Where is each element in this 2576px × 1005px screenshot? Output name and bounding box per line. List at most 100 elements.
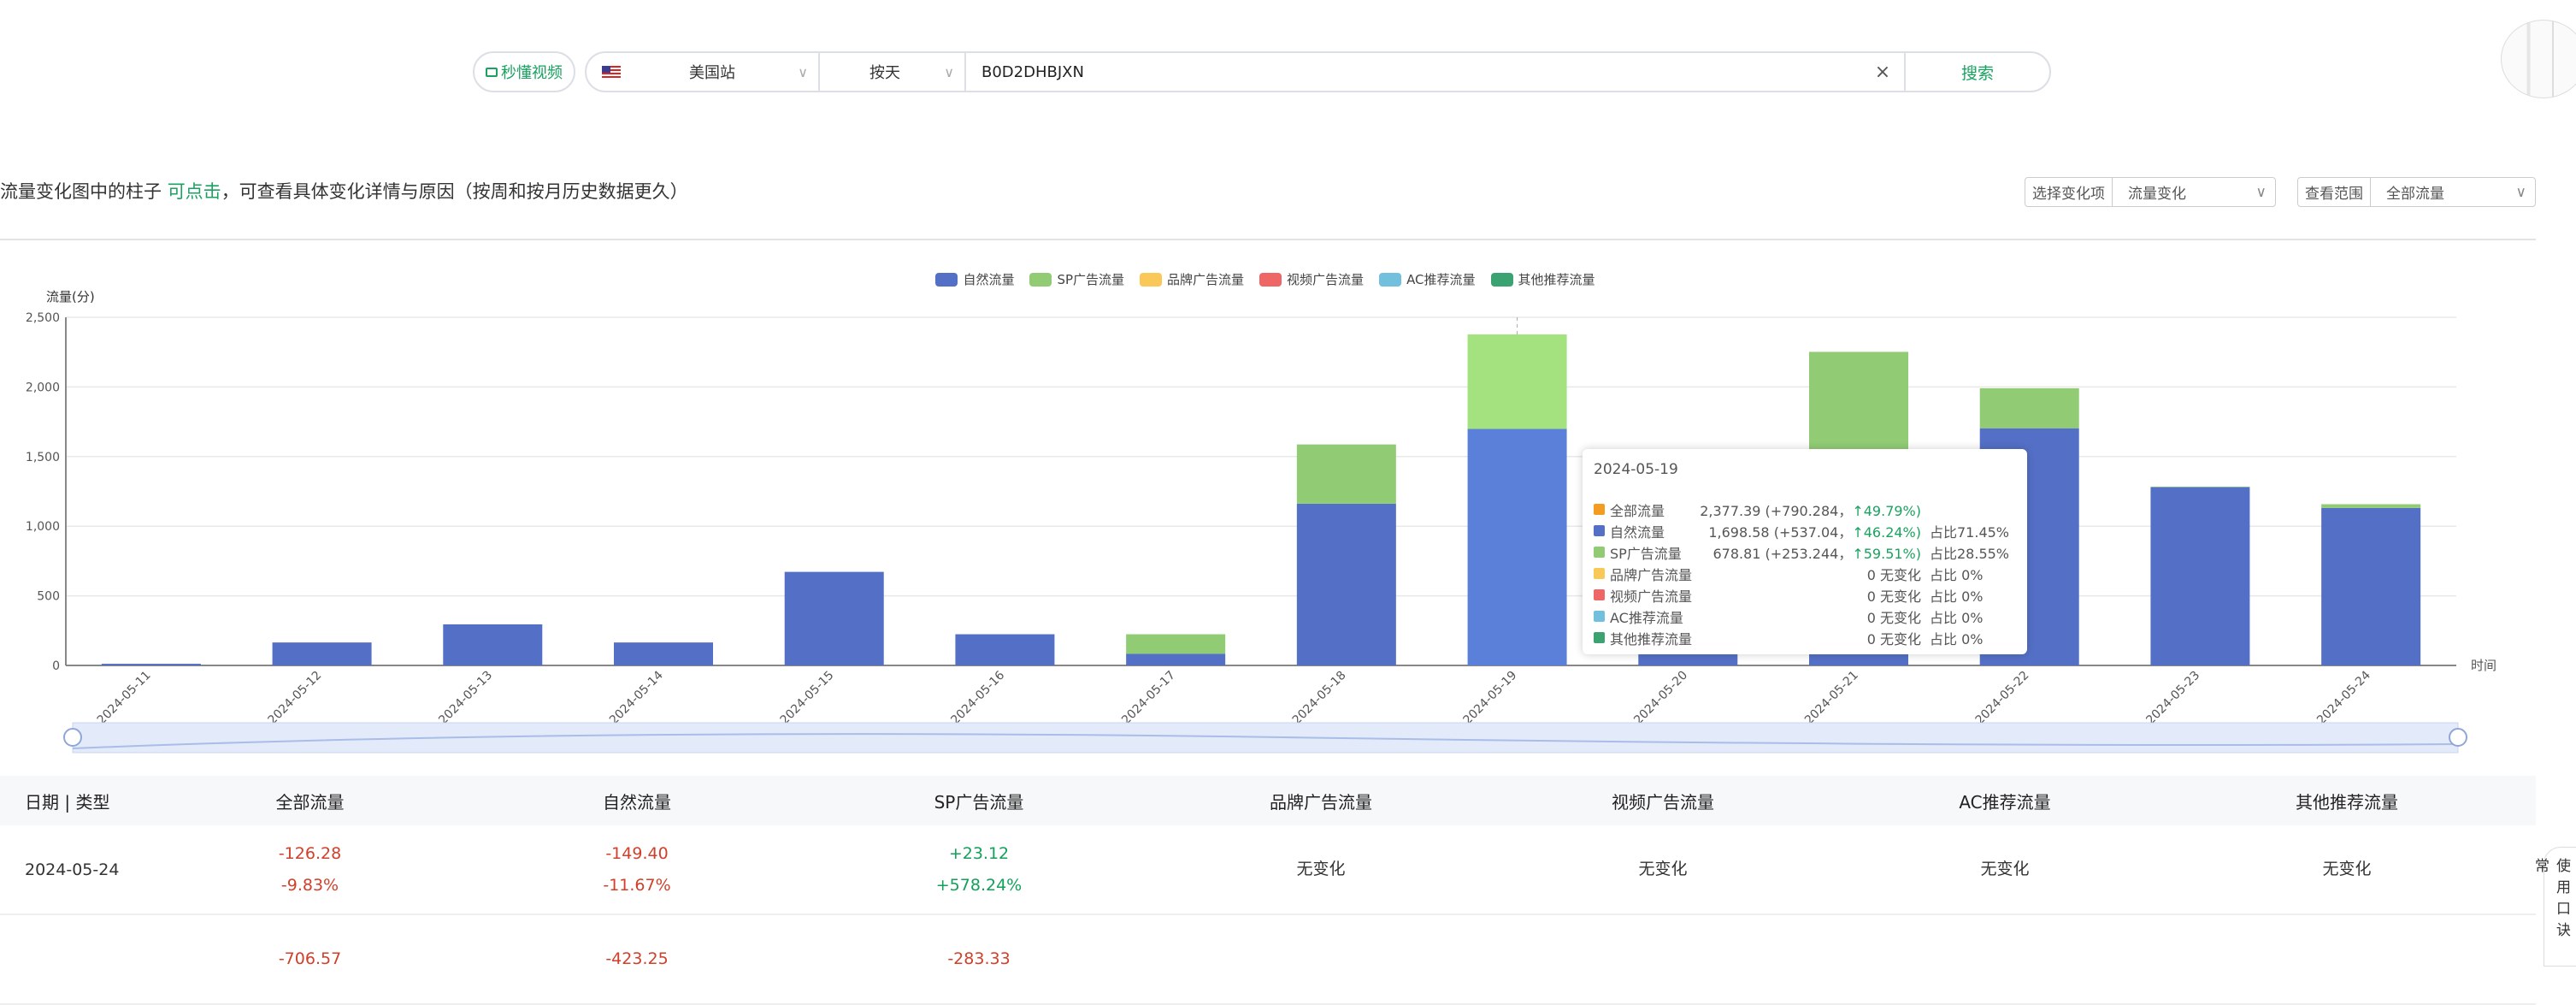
tooltip-row: 自然流量 1,698.58 (+537.04，↑46.24%) 占比71.45%: [1594, 520, 2016, 541]
tooltip-row: 品牌广告流量 0 无变化 占比 0%: [1594, 563, 2016, 584]
granularity-select[interactable]: 按天 ∨: [820, 53, 966, 91]
legend-item[interactable]: 品牌广告流量: [1140, 270, 1244, 288]
column-header: 自然流量: [603, 791, 671, 813]
datazoom-preview: [72, 733, 2459, 749]
value-cell: +23.12 +578.24%: [935, 843, 1023, 895]
value-cell: 无变化: [1980, 860, 2030, 878]
bar-segment[interactable]: [101, 664, 201, 665]
traffic-table: 日期 | 类型 全部流量 自然流量 SP广告流量 品牌广告流量 视频广告流量 AC推荐流量 其…: [0, 776, 2536, 1005]
tooltip-row: 全部流量 2,377.39 (+790.284，↑49.79%): [1594, 499, 2016, 520]
chart-legend: 自然流量 SP广告流量 品牌广告流量 视频广告流量 AC推荐流量 其他推荐流量: [0, 270, 2531, 288]
legend-swatch: [1379, 272, 1402, 287]
divider: [0, 239, 2536, 240]
y-axis-label: 流量(分): [46, 289, 95, 304]
bar-segment[interactable]: [2321, 504, 2421, 508]
table-row[interactable]: 2024-05-24 -126.28 -9.83% -149.40 -11.67% +23…: [0, 825, 2536, 915]
y-tick-label: 500: [37, 590, 60, 604]
y-tick-label: 2,500: [26, 311, 60, 325]
series-swatch: [1594, 568, 1605, 579]
bar-segment[interactable]: [1126, 634, 1226, 654]
x-tick-label: 2024-05-24: [2314, 668, 2373, 727]
close-icon[interactable]: ×: [1874, 61, 1891, 83]
x-tick-label: 2024-05-12: [266, 669, 325, 728]
search-bar: 美国站∨ 按天∨ × 搜索: [585, 51, 2051, 92]
chevron-down-icon: ∨: [2515, 183, 2526, 201]
value-cell: 无变化: [1638, 860, 1688, 878]
tooltip-row: 视频广告流量 0 无变化 占比 0%: [1594, 584, 2016, 606]
table-header: 日期 | 类型 全部流量 自然流量 SP广告流量 品牌广告流量 视频广告流量 AC推荐流量 其…: [0, 776, 2536, 825]
legend-swatch: [1259, 272, 1282, 287]
legend-item[interactable]: SP广告流量: [1029, 270, 1124, 288]
chevron-down-icon: ∨: [944, 63, 954, 80]
bar-segment[interactable]: [955, 634, 1055, 665]
tooltip-row: SP广告流量 678.81 (+253.244，↑59.51%) 占比28.55%: [1594, 541, 2016, 563]
column-header: 日期 | 类型: [25, 791, 110, 813]
bar-segment[interactable]: [1296, 503, 1396, 665]
x-tick-label: 2024-05-17: [1119, 669, 1178, 728]
legend-item[interactable]: 自然流量: [935, 270, 1014, 288]
x-tick-label: 2024-05-11: [95, 669, 154, 728]
legend-item[interactable]: 视频广告流量: [1259, 270, 1364, 288]
search-button[interactable]: 搜索: [1904, 53, 2049, 91]
legend-item[interactable]: 其他推荐流量: [1490, 270, 1595, 288]
column-header: SP广告流量: [934, 791, 1024, 813]
bar-segment[interactable]: [784, 571, 884, 665]
series-swatch: [1594, 632, 1605, 643]
x-tick-label: 2024-05-13: [436, 669, 495, 728]
legend-swatch: [935, 272, 958, 287]
legend-swatch: [1140, 272, 1163, 287]
x-tick-label: 2024-05-16: [948, 668, 1007, 727]
bar-segment[interactable]: [1296, 444, 1396, 504]
value-cell: 无变化: [2322, 860, 2372, 878]
bar-segment[interactable]: [2150, 486, 2250, 488]
bar-segment[interactable]: [614, 642, 713, 665]
x-tick-label: 2024-05-14: [607, 668, 666, 727]
chevron-down-icon: ∨: [798, 63, 808, 80]
bar-segment[interactable]: [1126, 653, 1226, 665]
value-cell: -423.25: [605, 949, 669, 968]
tooltip-row: AC推荐流量 0 无变化 占比 0%: [1594, 606, 2016, 627]
scope-select[interactable]: 查看范围 全部流量 ∨: [2297, 177, 2536, 207]
x-tick-label: 2024-05-18: [1290, 669, 1349, 728]
x-tick-label: 2024-05-23: [2143, 669, 2202, 728]
value-cell: 无变化: [1296, 860, 1346, 878]
x-tick-label: 2024-05-19: [1461, 669, 1520, 728]
value-cell: -126.28 -9.83%: [278, 843, 342, 895]
column-header: 视频广告流量: [1612, 791, 1714, 813]
legend-item[interactable]: AC推荐流量: [1379, 270, 1476, 288]
bar-segment[interactable]: [1467, 429, 1567, 665]
chevron-down-icon: ∨: [2255, 183, 2267, 201]
series-swatch: [1594, 525, 1605, 536]
column-header: 其他推荐流量: [2296, 791, 2398, 813]
tips-widget[interactable]: 使用口诀 常: [2532, 847, 2576, 967]
clickable-hint: 可点击: [167, 181, 221, 202]
column-header: 品牌广告流量: [1270, 791, 1372, 813]
bar-segment[interactable]: [1979, 387, 2079, 429]
bar-segment[interactable]: [443, 624, 543, 665]
chart-tooltip: 2024-05-19 全部流量 2,377.39 (+790.284，↑49.79…: [1583, 449, 2027, 654]
value-cell: -149.40 -11.67%: [603, 843, 671, 895]
us-flag-icon: [602, 65, 621, 79]
series-swatch: [1594, 547, 1605, 558]
traffic-chart: 流量(分) 0 500 1,000 1,500 2,000 2,500 时间 2024-05-1…: [26, 289, 2496, 754]
bar-segment[interactable]: [272, 642, 372, 665]
datazoom-handle[interactable]: [63, 728, 82, 747]
video-guide-button[interactable]: 秒懂视频: [473, 51, 575, 92]
asin-input[interactable]: [966, 53, 1861, 91]
site-select[interactable]: 美国站 ∨: [587, 53, 820, 91]
table-row[interactable]: -706.57 -423.25 -283.33: [0, 915, 2536, 1005]
product-thumbnail[interactable]: [2501, 20, 2576, 98]
bar-segment[interactable]: [1467, 334, 1567, 429]
bar-segment[interactable]: [2150, 487, 2250, 665]
bar-segment[interactable]: [2321, 507, 2421, 665]
change-item-select[interactable]: 选择变化项 流量变化 ∨: [2025, 177, 2276, 207]
x-tick-label: 2024-05-20: [1631, 669, 1690, 728]
y-tick-label: 1,500: [26, 451, 60, 464]
x-axis-label: 时间: [2471, 658, 2496, 673]
series-swatch: [1594, 504, 1605, 515]
value-cell: -283.33: [947, 949, 1011, 968]
x-tick-label: 2024-05-21: [1802, 669, 1861, 728]
value-cell: -706.57: [278, 949, 342, 968]
datazoom-handle[interactable]: [2449, 728, 2467, 747]
y-tick-label: 2,000: [26, 381, 60, 394]
